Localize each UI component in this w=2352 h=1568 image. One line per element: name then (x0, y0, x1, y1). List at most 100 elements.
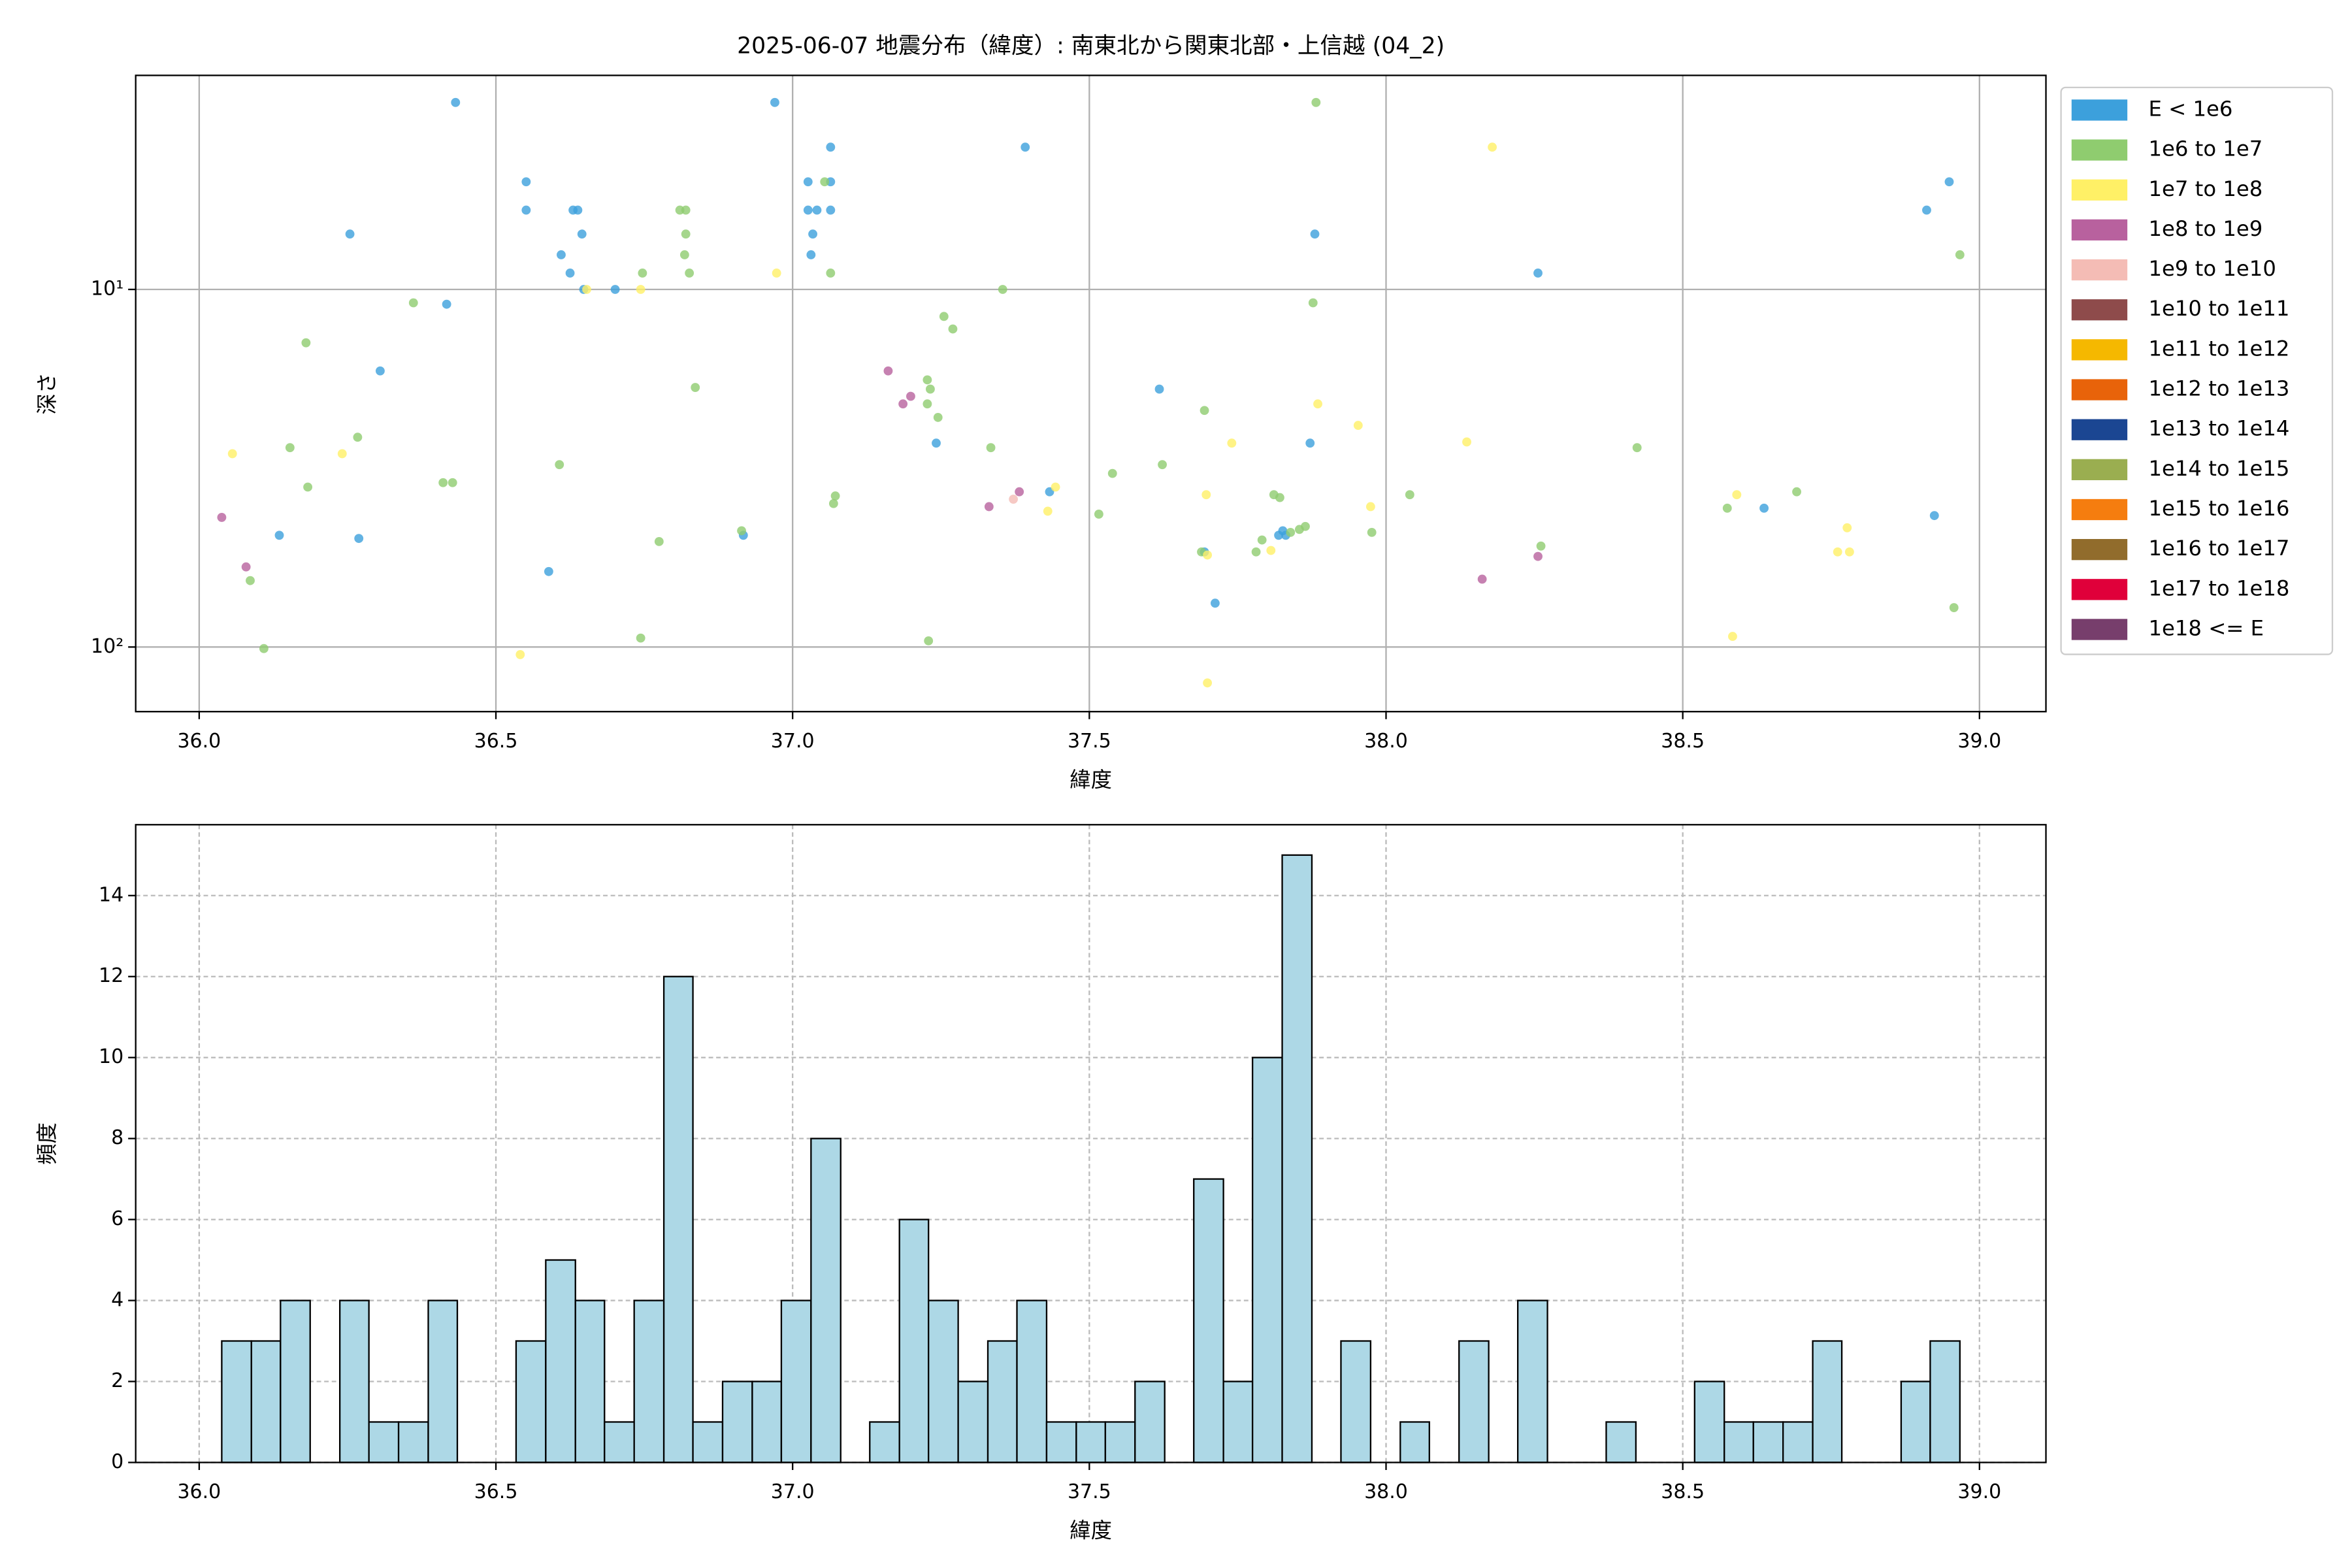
y-tick-label: 10² (91, 635, 123, 658)
point (1274, 531, 1284, 540)
legend-swatch (2071, 299, 2128, 321)
point (826, 269, 836, 278)
y-tick-label: 0 (111, 1450, 123, 1473)
point (1311, 97, 1321, 107)
point (345, 229, 355, 239)
x-tick-label: 38.0 (1364, 1480, 1408, 1503)
legend-swatch (2071, 339, 2128, 361)
point (438, 478, 448, 487)
point (1728, 632, 1737, 642)
bar (545, 1259, 576, 1463)
point (1922, 205, 1931, 215)
bar (1516, 1299, 1548, 1463)
legend-swatch (2071, 619, 2128, 640)
point (1405, 490, 1414, 500)
point (1275, 493, 1284, 502)
bar (1016, 1299, 1048, 1463)
point (1203, 678, 1213, 688)
point (217, 512, 227, 522)
bar (1104, 1421, 1136, 1463)
point (1462, 437, 1471, 447)
bar (1193, 1178, 1224, 1463)
point (555, 460, 564, 470)
point (1266, 546, 1276, 555)
point (227, 449, 237, 459)
point (610, 285, 620, 294)
bar (338, 1299, 370, 1463)
plot-frame (135, 824, 2047, 1463)
bar (1723, 1421, 1754, 1463)
point (1200, 406, 1209, 416)
bar (1134, 1380, 1166, 1463)
point (1722, 503, 1732, 513)
legend-swatch (2071, 179, 2128, 201)
legend-label: 1e16 to 1e17 (2148, 536, 2289, 561)
point (1154, 384, 1164, 394)
point (898, 399, 908, 409)
point (1833, 547, 1842, 557)
point (986, 443, 996, 453)
point (808, 229, 817, 239)
legend-swatch (2071, 99, 2128, 121)
point (826, 205, 836, 215)
x-tick-label: 36.0 (177, 1480, 221, 1503)
point (925, 384, 935, 394)
point (274, 531, 284, 540)
point (246, 576, 255, 585)
point (681, 205, 691, 215)
point (638, 269, 647, 278)
bar (1340, 1340, 1372, 1463)
point (820, 177, 830, 187)
bar (1045, 1421, 1077, 1463)
point (1632, 443, 1642, 453)
bar (928, 1299, 959, 1463)
point (948, 324, 958, 334)
bar (1752, 1421, 1784, 1463)
bar (662, 975, 694, 1463)
point (582, 285, 591, 294)
point (933, 412, 943, 422)
bar (604, 1421, 635, 1463)
point (636, 285, 645, 294)
point (685, 269, 694, 278)
point (923, 375, 932, 385)
legend-label: 1e10 to 1e11 (2148, 296, 2289, 321)
bar (427, 1299, 459, 1463)
x-tick-label: 39.0 (1957, 730, 2001, 753)
y-tick-label: 10 (99, 1045, 123, 1068)
bar (1782, 1421, 1814, 1463)
legend-label: E < 1e6 (2148, 96, 2232, 121)
x-tick-label: 39.0 (1957, 1480, 2001, 1503)
point (679, 250, 689, 259)
point (906, 391, 915, 401)
y-tick-label: 6 (111, 1207, 123, 1230)
point (1015, 487, 1024, 497)
legend-swatch (2071, 379, 2128, 400)
point (408, 298, 418, 308)
bar (1458, 1340, 1490, 1463)
point (1949, 603, 1959, 612)
point (354, 534, 364, 544)
point (1313, 399, 1322, 409)
x-tick-label: 38.5 (1661, 1480, 1705, 1503)
point (923, 399, 932, 409)
point (448, 478, 457, 487)
bar (692, 1421, 724, 1463)
bar (1399, 1421, 1430, 1463)
point (1158, 460, 1167, 470)
point (939, 312, 949, 321)
point (998, 285, 1007, 294)
point (1367, 527, 1377, 537)
bar (1812, 1340, 1843, 1463)
bar (574, 1299, 606, 1463)
bar (221, 1340, 252, 1463)
point (515, 650, 525, 659)
x-tick-label: 36.5 (474, 1480, 518, 1503)
bar (1222, 1380, 1254, 1463)
point (565, 269, 575, 278)
point (932, 438, 941, 448)
y-tick-label: 14 (99, 883, 123, 906)
point (1051, 482, 1060, 492)
y-tick-label: 2 (111, 1369, 123, 1392)
